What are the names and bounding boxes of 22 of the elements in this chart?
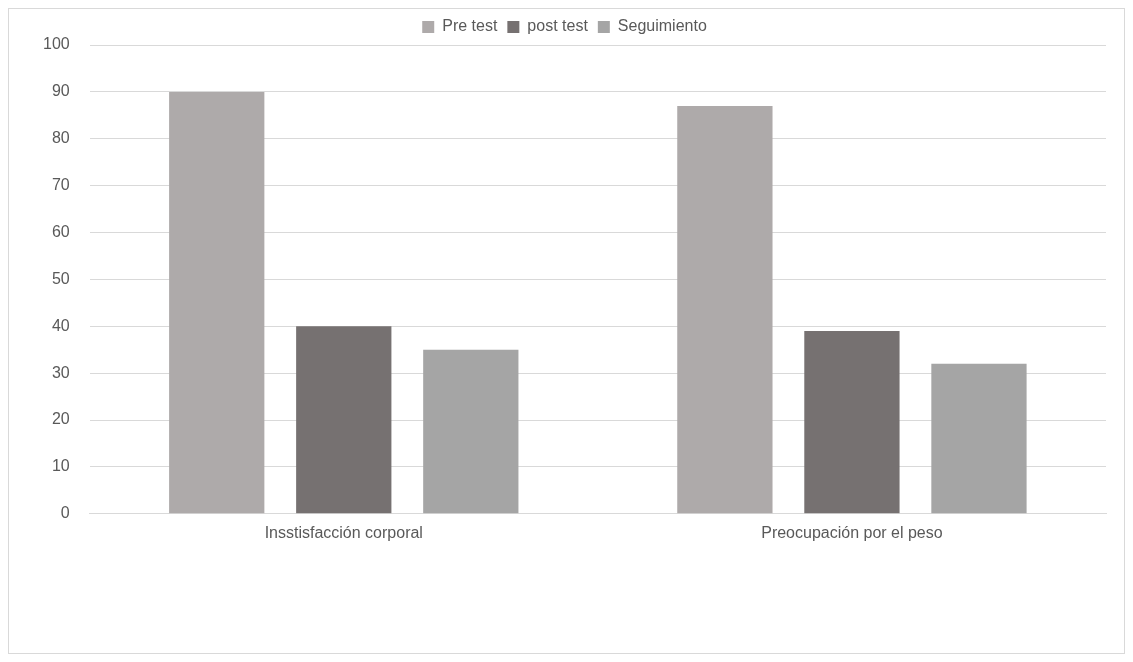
y-tick-label: 30: [51, 363, 70, 381]
y-tick-label: 80: [51, 129, 70, 147]
x-tick-label: Preocupación por el peso: [761, 523, 943, 541]
bar: [169, 91, 265, 514]
y-tick-label: 20: [51, 410, 70, 428]
legend-label: Seguimiento: [617, 17, 707, 35]
y-tick-label: 40: [51, 316, 70, 334]
bar: [931, 363, 1027, 514]
y-tick-label: 10: [51, 457, 70, 475]
x-tick-label: Insstisfacción corporal: [264, 523, 423, 541]
legend-label: Pre test: [442, 17, 498, 35]
bar: [296, 326, 392, 514]
y-tick-label: 90: [51, 82, 70, 100]
bar: [804, 330, 900, 514]
y-tick-label: 60: [51, 222, 70, 240]
y-tick-label: 70: [51, 176, 70, 194]
bar: [423, 349, 519, 514]
legend-label: post test: [527, 17, 589, 35]
bar: [677, 105, 773, 514]
y-tick-label: 100: [42, 35, 70, 53]
y-tick-label: 50: [51, 269, 70, 287]
y-tick-label: 0: [60, 504, 70, 522]
